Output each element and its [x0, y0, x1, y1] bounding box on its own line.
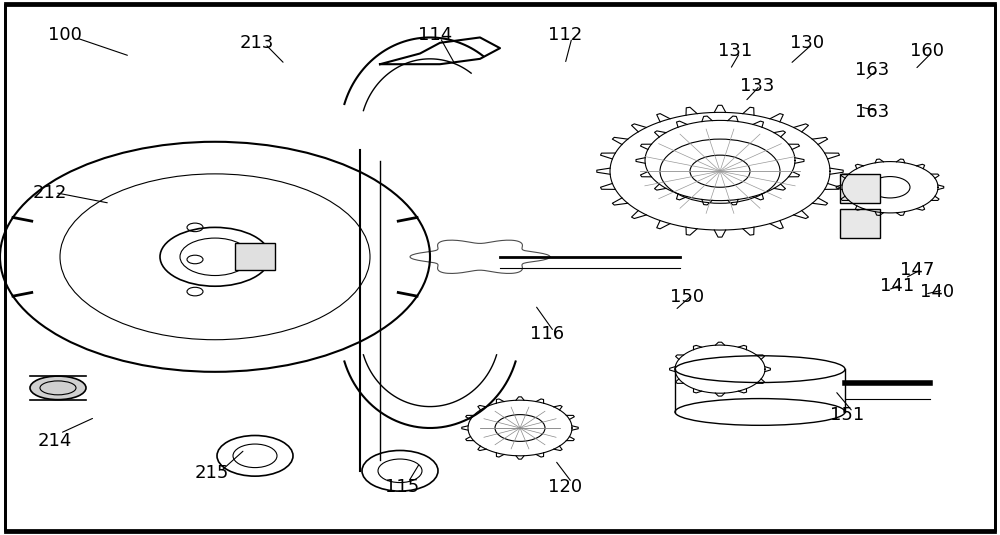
Text: 151: 151 — [830, 406, 864, 424]
Text: 131: 131 — [718, 42, 752, 60]
Text: 163: 163 — [855, 60, 889, 79]
Text: 141: 141 — [880, 277, 914, 295]
Text: 150: 150 — [670, 288, 704, 306]
Text: 160: 160 — [910, 42, 944, 60]
Text: 133: 133 — [740, 77, 774, 95]
Bar — [235, 243, 275, 270]
Text: 140: 140 — [920, 282, 954, 301]
Bar — [840, 174, 880, 203]
Text: 114: 114 — [418, 26, 452, 44]
Text: 115: 115 — [385, 478, 419, 496]
Text: 116: 116 — [530, 325, 564, 343]
Text: 212: 212 — [33, 184, 67, 202]
Text: 112: 112 — [548, 26, 582, 44]
Text: 215: 215 — [195, 464, 229, 483]
Text: 147: 147 — [900, 261, 934, 279]
Text: 100: 100 — [48, 26, 82, 44]
Text: 213: 213 — [240, 34, 274, 52]
Bar — [840, 209, 880, 238]
Text: 214: 214 — [38, 432, 72, 450]
Text: 130: 130 — [790, 34, 824, 52]
Text: 120: 120 — [548, 478, 582, 496]
Ellipse shape — [30, 376, 86, 400]
Text: 163: 163 — [855, 103, 889, 121]
